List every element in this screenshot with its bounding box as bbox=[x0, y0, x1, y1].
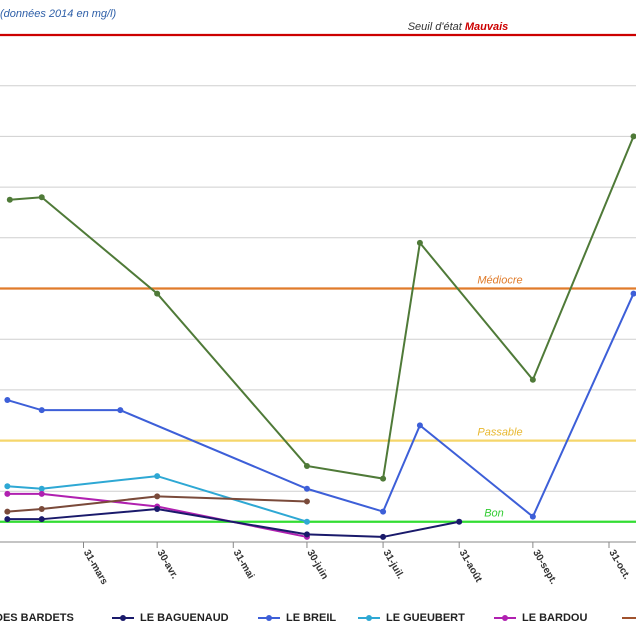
legend-item: LE BAGUENAUD bbox=[112, 612, 229, 624]
data-point bbox=[4, 508, 11, 515]
data-point bbox=[303, 518, 310, 525]
legend-swatch bbox=[358, 615, 380, 622]
data-point bbox=[630, 133, 636, 140]
x-tick-label: 30-juin bbox=[304, 548, 330, 581]
legend-label: LE BREIL bbox=[286, 612, 337, 624]
threshold-label: Passable bbox=[477, 427, 522, 439]
data-point bbox=[303, 462, 310, 469]
series-line bbox=[7, 508, 460, 538]
x-tick-label: 31-juil. bbox=[380, 548, 405, 581]
legend-item: LE BREIL bbox=[258, 612, 336, 624]
x-tick-label: 30-sept. bbox=[530, 548, 559, 586]
threshold-label: Bon bbox=[484, 508, 504, 520]
data-point bbox=[456, 518, 463, 525]
data-point bbox=[303, 485, 310, 492]
data-point bbox=[4, 516, 11, 523]
series-line bbox=[7, 495, 307, 513]
chart-title: (données 2014 en mg/l) bbox=[0, 8, 117, 20]
data-point bbox=[303, 531, 310, 538]
legend-item bbox=[622, 612, 636, 624]
data-point bbox=[38, 485, 45, 492]
legend: DES BARDETS LE BAGUENAUD LE BREIL LE GUEUBE… bbox=[0, 608, 636, 632]
series-line bbox=[7, 293, 635, 519]
data-point bbox=[117, 407, 124, 414]
data-point bbox=[154, 506, 161, 513]
x-axis: 31-mars 30-avr. 31-mai 30-juin 31-juil. 31-ao… bbox=[0, 541, 636, 587]
data-point bbox=[4, 397, 11, 404]
data-point bbox=[4, 483, 11, 490]
data-point bbox=[38, 490, 45, 497]
x-tick-label: 31-août bbox=[457, 548, 485, 585]
legend-swatch bbox=[112, 615, 134, 622]
data-point bbox=[416, 422, 423, 429]
legend-swatch bbox=[494, 615, 516, 622]
data-point bbox=[154, 473, 161, 480]
data-point bbox=[529, 513, 536, 520]
threshold-label: Médiocre bbox=[477, 275, 522, 287]
data-point bbox=[38, 516, 45, 523]
legend-label: LE BARDOU bbox=[522, 612, 588, 624]
legend-item: DES BARDETS bbox=[0, 612, 74, 624]
x-tick-label: 30-avr. bbox=[155, 548, 180, 581]
data-point bbox=[38, 407, 45, 414]
x-tick-label: 31-oct. bbox=[606, 548, 632, 582]
legend-item: LE GUEUBERT bbox=[358, 612, 465, 624]
series-lines bbox=[4, 133, 636, 540]
data-point bbox=[38, 506, 45, 513]
legend-swatch bbox=[622, 617, 636, 620]
data-point bbox=[38, 194, 45, 201]
data-point bbox=[4, 490, 11, 497]
data-point bbox=[303, 498, 310, 505]
data-point bbox=[154, 290, 161, 297]
data-point bbox=[416, 239, 423, 246]
data-point bbox=[6, 196, 13, 203]
threshold-lines: Seuil d'état Mauvais Médiocre Passable Bon bbox=[0, 21, 636, 523]
legend-label: LE BAGUENAUD bbox=[140, 612, 229, 624]
line-chart: Seuil d'état MauvaisMédiocrePassableBon … bbox=[0, 21, 636, 587]
legend-item: LE BARDOU bbox=[494, 612, 587, 624]
legend-swatch bbox=[258, 615, 280, 622]
legend-label: DES BARDETS bbox=[0, 612, 74, 624]
data-point bbox=[529, 376, 536, 383]
legend-label: LE GUEUBERT bbox=[386, 612, 465, 624]
data-point bbox=[380, 475, 387, 482]
series-line bbox=[9, 136, 635, 480]
data-point bbox=[630, 290, 636, 297]
x-tick-label: 31-mai bbox=[231, 548, 256, 581]
threshold-label: Seuil d'état Mauvais bbox=[408, 21, 509, 33]
x-tick-label: 31-mars bbox=[81, 548, 110, 587]
data-point bbox=[380, 508, 387, 515]
data-point bbox=[380, 533, 387, 540]
data-point bbox=[154, 493, 161, 500]
